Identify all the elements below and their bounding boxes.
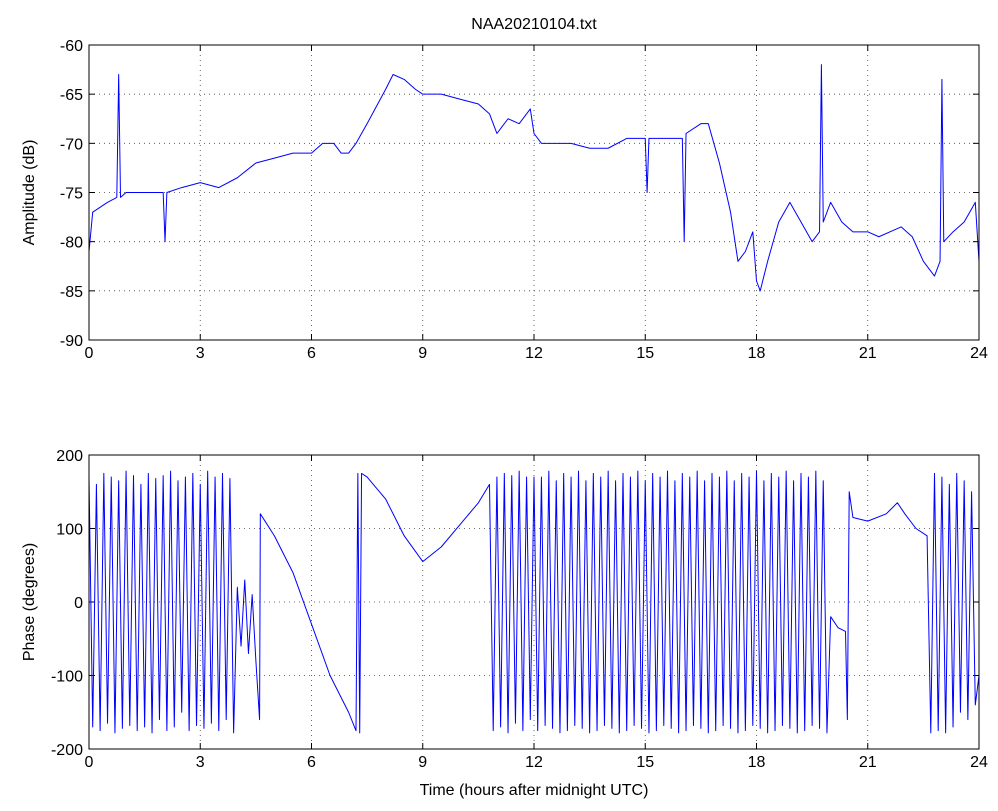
x-tick-label: 12 — [525, 345, 543, 362]
x-tick-label: 9 — [418, 754, 427, 771]
data-line — [88, 64, 980, 292]
x-tick-label: 0 — [85, 345, 94, 362]
y-tick-label: 0 — [74, 595, 83, 612]
x-tick-label: 24 — [970, 754, 988, 771]
x-tick-label: 0 — [85, 754, 94, 771]
y-tick-label: -60 — [60, 38, 83, 55]
y-tick-label: -65 — [60, 87, 83, 104]
y-tick-label: 100 — [56, 522, 83, 539]
x-tick-label: 15 — [636, 754, 654, 771]
x-tick-label: 21 — [859, 754, 877, 771]
x-tick-label: 21 — [859, 345, 877, 362]
y-tick-label: -75 — [60, 186, 83, 203]
y-tick-label: -80 — [60, 235, 83, 252]
x-tick-label: 6 — [307, 754, 316, 771]
y-tick-label: -90 — [60, 333, 83, 350]
x-tick-label: 15 — [636, 345, 654, 362]
chart-title: NAA20210104.txt — [471, 16, 597, 33]
x-tick-label: 18 — [748, 754, 766, 771]
y-tick-label: 200 — [56, 448, 83, 465]
y-tick-label: -85 — [60, 284, 83, 301]
y-tick-label: -100 — [51, 669, 83, 686]
x-tick-label: 18 — [748, 345, 766, 362]
x-axis-label: Time (hours after midnight UTC) — [420, 782, 649, 799]
x-tick-label: 9 — [418, 345, 427, 362]
x-tick-label: 12 — [525, 754, 543, 771]
x-tick-label: 6 — [307, 345, 316, 362]
axes-frame — [88, 44, 980, 341]
x-tick-label: 3 — [196, 345, 205, 362]
y-axis-label: Amplitude (dB) — [21, 140, 38, 246]
data-line — [88, 470, 980, 734]
y-tick-label: -200 — [51, 742, 83, 759]
y-axis-label: Phase (degrees) — [21, 543, 38, 661]
axes-frame — [88, 454, 980, 750]
y-tick-label: -70 — [60, 136, 83, 153]
x-tick-label: 24 — [970, 345, 988, 362]
x-tick-label: 3 — [196, 754, 205, 771]
